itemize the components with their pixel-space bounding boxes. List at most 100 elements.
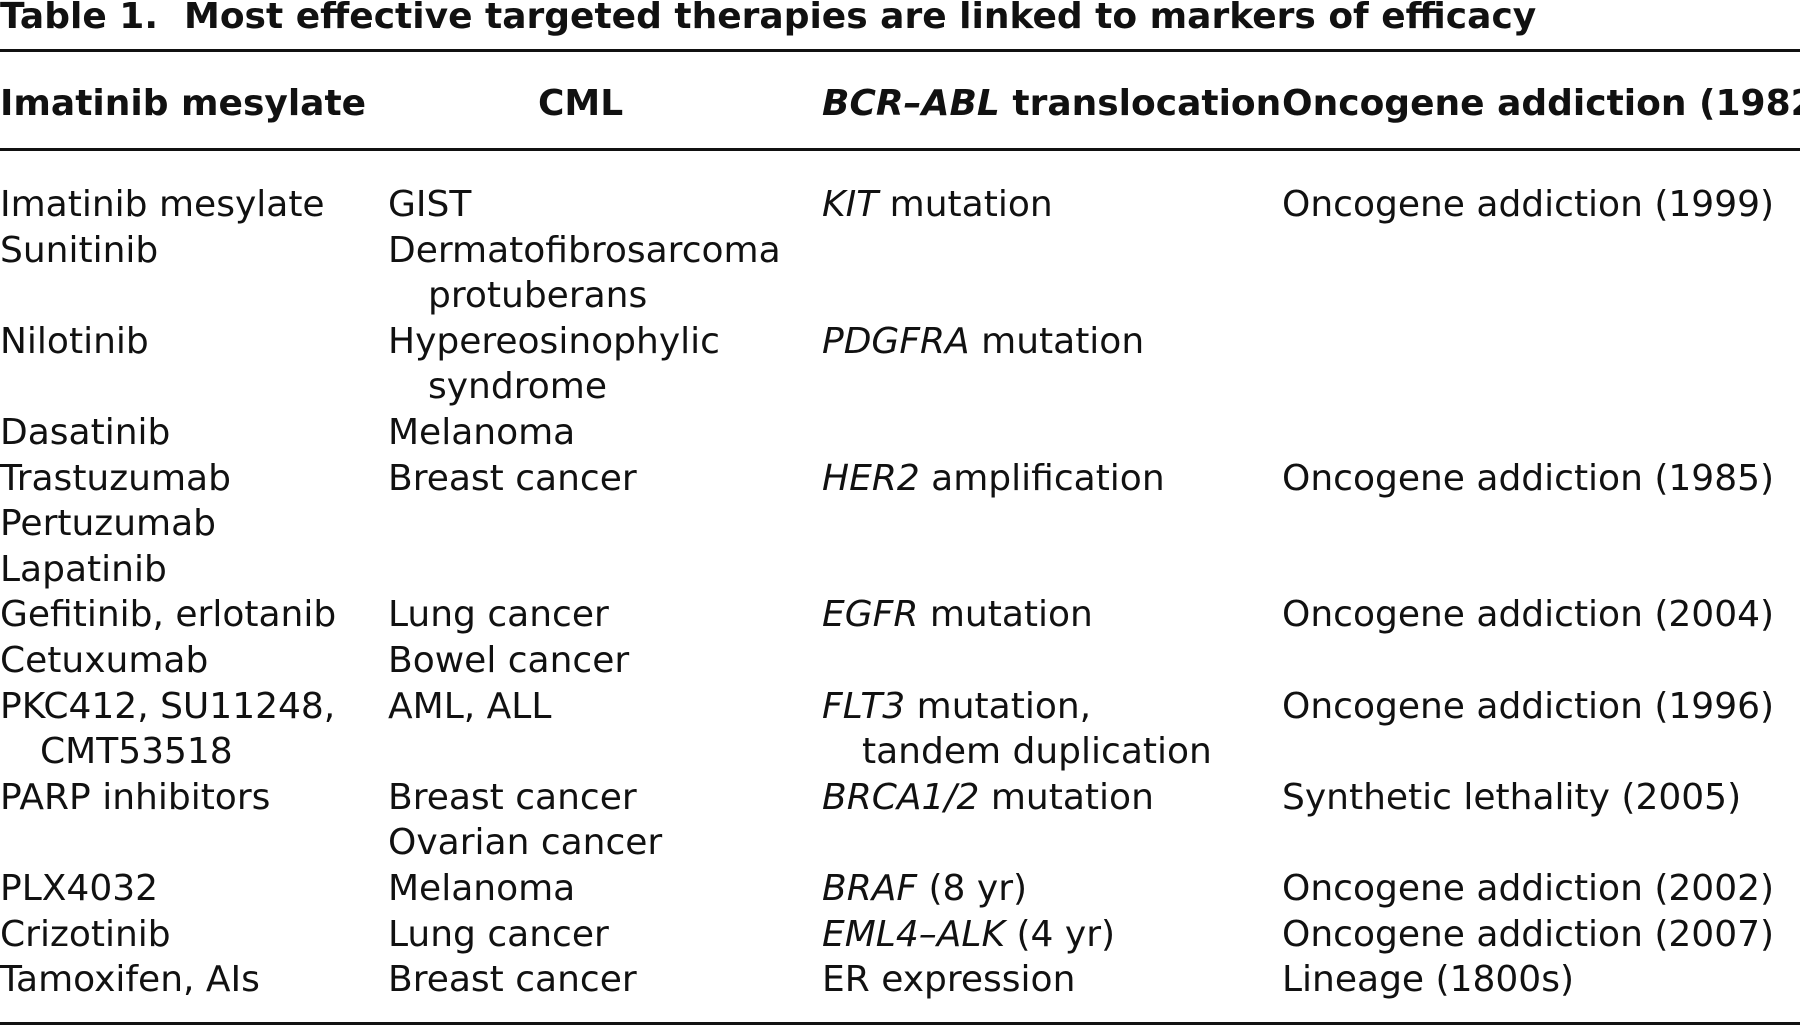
table-row: Dasatinib Melanoma xyxy=(0,410,1800,456)
cell-disease: AML, ALL xyxy=(388,684,551,730)
cell-disease-line: GIST xyxy=(388,184,472,225)
cell-marker-line: PDGFRA mutation xyxy=(822,319,1144,365)
cell-marker-line: HER2 amplification xyxy=(822,456,1165,502)
cell-drug-line: Nilotinib xyxy=(0,320,149,362)
header-disease: CML xyxy=(538,83,624,124)
cell-disease-line: Lung cancer xyxy=(388,594,609,636)
cell-rationale: Oncogene addiction (2002) xyxy=(1282,866,1774,912)
cell-disease: Melanoma xyxy=(388,410,575,456)
cell-drug-line: CMT53518 xyxy=(40,731,233,773)
cell-drug: Crizotinib xyxy=(0,912,171,958)
cell-drug: Sunitinib xyxy=(0,228,158,274)
cell-disease-line: Breast cancer xyxy=(388,776,637,818)
cell-disease-line: Breast cancer xyxy=(388,457,637,499)
cell-rationale-line: Oncogene addiction (1999) xyxy=(1282,184,1775,225)
marker-gene: FLT3 xyxy=(822,685,906,727)
cell-disease: Bowel cancer xyxy=(388,638,629,684)
table-row: Lapatinib xyxy=(0,547,1800,593)
table-row: Tamoxifen, AIs Breast cancer ER expression… xyxy=(0,957,1800,1003)
cell-disease-line: Melanoma xyxy=(388,411,576,453)
cell-drug: Lapatinib xyxy=(0,547,167,593)
cell-marker-line: ER expression xyxy=(822,957,1075,1003)
cell-disease-line: Dermatofibrosarcoma xyxy=(388,229,781,271)
marker-text: mutation xyxy=(969,320,1145,362)
cell-drug: Trastuzumab xyxy=(0,456,231,502)
cell-disease: Breast cancer Ovarian cancer xyxy=(388,775,662,866)
cell-drug: PKC412, SU11248, CMT53518 xyxy=(0,684,335,775)
table-header-row: Imatinib mesylate CML BCR–ABL translocat… xyxy=(0,76,1800,132)
bottom-rule xyxy=(0,1022,1800,1025)
cell-drug: Nilotinib xyxy=(0,319,149,365)
cell-drug-line: Imatinib mesylate xyxy=(0,184,325,225)
cell-rationale-line: Oncogene addiction (2002) xyxy=(1282,867,1775,909)
marker-text: mutation xyxy=(878,184,1053,225)
marker-text: (8 yr) xyxy=(917,867,1028,909)
marker-gene: PDGFRA xyxy=(822,320,970,362)
header-marker-rest: translocation xyxy=(999,83,1282,124)
cell-drug-line: Trastuzumab xyxy=(0,457,231,499)
marker-gene: BRCA1/2 xyxy=(822,776,980,818)
cell-drug: Gefitinib, erlotanib xyxy=(0,592,336,638)
cell-marker-line: tandem duplication xyxy=(862,731,1212,773)
header-rule xyxy=(0,148,1800,151)
table-row: PLX4032 Melanoma BRAF (8 yr) Oncogene addic… xyxy=(0,866,1800,912)
cell-drug-line: Pertuzumab xyxy=(0,503,216,545)
cell-marker-line: KIT mutation xyxy=(822,182,1053,228)
table-row: Pertuzumab xyxy=(0,501,1800,547)
cell-disease-line: Melanoma xyxy=(388,867,576,909)
cell-drug-line: Lapatinib xyxy=(0,548,167,590)
cell-rationale: Oncogene addiction (1985) xyxy=(1282,456,1774,502)
cell-marker-line: EGFR mutation xyxy=(822,592,1093,638)
cell-rationale-line: Oncogene addiction (2007) xyxy=(1282,913,1775,955)
cell-disease: Lung cancer xyxy=(388,592,609,638)
cell-disease-line: Hypereosinophylic xyxy=(388,320,720,362)
top-rule xyxy=(0,49,1800,52)
cell-marker: BRAF (8 yr) xyxy=(822,866,1027,912)
cell-marker: HER2 amplification xyxy=(822,456,1165,502)
marker-text: (4 yr) xyxy=(1005,913,1116,955)
cell-rationale-line: Oncogene addiction (1985) xyxy=(1282,457,1775,499)
cell-rationale: Oncogene addiction (2007) xyxy=(1282,912,1774,958)
cell-drug-line: PKC412, SU11248, xyxy=(0,685,336,727)
header-marker: BCR–ABL translocation xyxy=(822,76,1281,132)
cell-disease: Melanoma xyxy=(388,866,575,912)
table-row: Gefitinib, erlotanib Lung cancer EGFR muta… xyxy=(0,592,1800,638)
cell-marker: EML4–ALK (4 yr) xyxy=(822,912,1115,958)
cell-drug-line: Cetuxumab xyxy=(0,639,209,681)
cell-drug-line: Tamoxifen, AIs xyxy=(0,959,260,1001)
cell-marker-line: BRAF (8 yr) xyxy=(822,866,1027,912)
table-row: Trastuzumab Breast cancer HER2 amplificati… xyxy=(0,456,1800,502)
cell-drug-line: Gefitinib, erlotanib xyxy=(0,594,337,636)
cell-marker: PDGFRA mutation xyxy=(822,319,1144,365)
cell-rationale-line: Oncogene addiction (2004) xyxy=(1282,594,1775,636)
cell-drug: PARP inhibitors xyxy=(0,775,270,821)
cell-marker-line: EML4–ALK (4 yr) xyxy=(822,912,1115,958)
cell-drug-line: Sunitinib xyxy=(0,229,159,271)
table-row: Imatinib mesylate GIST KIT mutation Oncogen… xyxy=(0,182,1800,228)
cell-disease: GIST xyxy=(388,182,471,228)
cell-drug: Imatinib mesylate xyxy=(0,182,325,228)
cell-marker: KIT mutation xyxy=(822,182,1053,228)
cell-disease-line: syndrome xyxy=(428,366,607,408)
marker-gene: EGFR xyxy=(822,594,919,636)
table-row: Sunitinib Dermatofibrosarcoma protuberans xyxy=(0,228,1800,319)
cell-marker: ER expression xyxy=(822,957,1075,1003)
cell-drug: Pertuzumab xyxy=(0,501,216,547)
cell-disease-line: protuberans xyxy=(428,275,648,317)
marker-text: mutation xyxy=(918,594,1093,636)
marker-text: mutation, xyxy=(905,685,1092,727)
table-row: Nilotinib Hypereosinophylic syndrome PDGFRA… xyxy=(0,319,1800,410)
cell-marker: FLT3 mutation, tandem duplication xyxy=(822,684,1212,775)
cell-rationale-line: Oncogene addiction (1996) xyxy=(1282,685,1775,727)
cell-marker-line: BRCA1/2 mutation xyxy=(822,775,1154,821)
cell-disease-line: Ovarian cancer xyxy=(388,822,663,864)
cell-drug: PLX4032 xyxy=(0,866,158,912)
marker-gene: BRAF xyxy=(822,867,918,909)
marker-gene: KIT xyxy=(822,184,879,225)
marker-text: amplification xyxy=(919,457,1165,499)
marker-gene: HER2 xyxy=(822,457,920,499)
cell-disease-line: Breast cancer xyxy=(388,959,637,1001)
cell-rationale: Oncogene addiction (2004) xyxy=(1282,592,1774,638)
cell-drug: Dasatinib xyxy=(0,410,170,456)
table-row: Cetuxumab Bowel cancer xyxy=(0,638,1800,684)
